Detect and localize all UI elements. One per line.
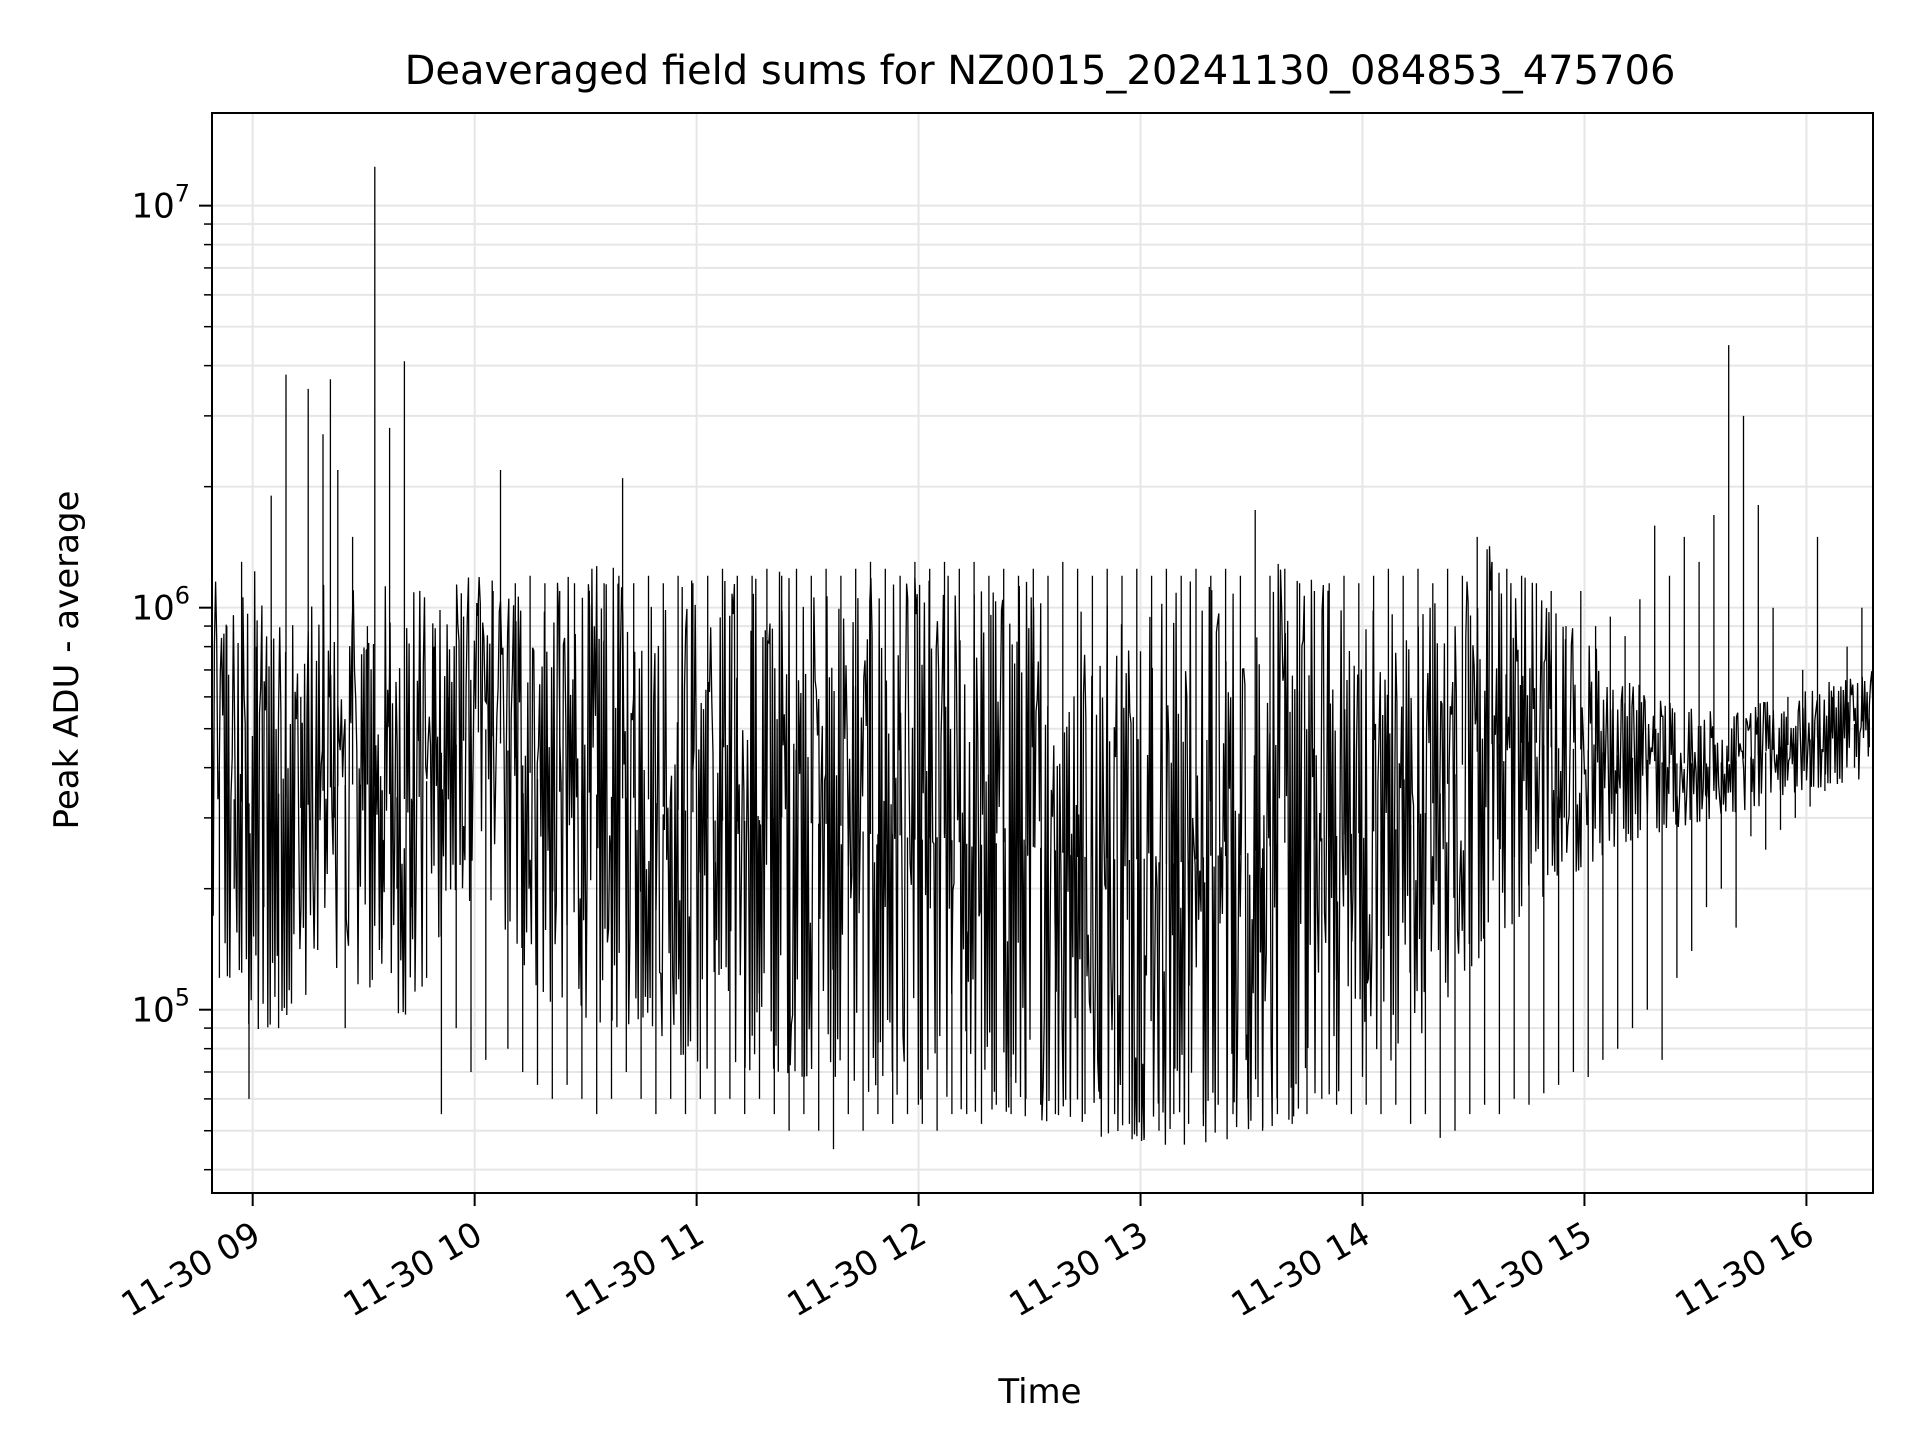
y-tick-label-exponent: 5 (175, 984, 190, 1012)
y-tick-label-base: 10 (131, 589, 174, 629)
y-tick-label-exponent: 6 (175, 582, 190, 610)
y-tick-label: 106 (131, 582, 190, 629)
y-tick-label: 107 (131, 180, 190, 227)
y-tick-label: 105 (131, 984, 190, 1031)
y-axis-label: Peak ADU - average (47, 491, 87, 830)
y-tick-label-base: 10 (131, 991, 174, 1031)
y-tick-label-base: 10 (131, 187, 174, 227)
y-tick-label-exponent: 7 (175, 180, 190, 208)
axes-frame (211, 112, 1874, 1194)
x-axis-label: Time (997, 1372, 1081, 1412)
series-layer (211, 166, 1874, 1150)
chart-title: Deaveraged field sums for NZ0015_2024113… (405, 48, 1676, 94)
